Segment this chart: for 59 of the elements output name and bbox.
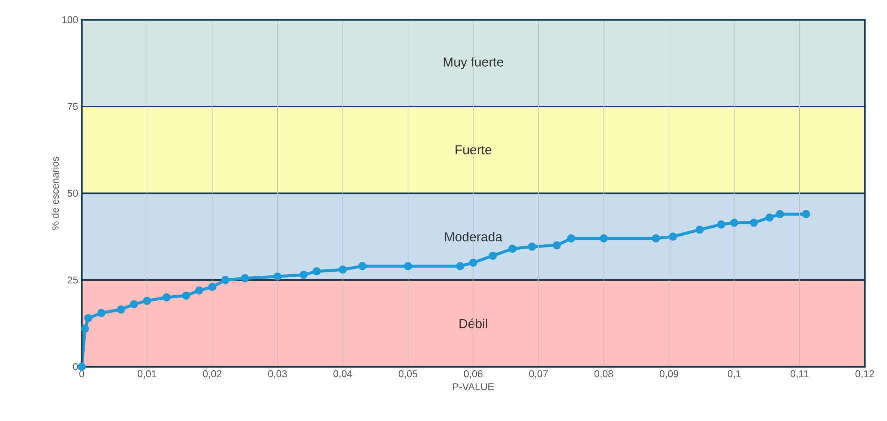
x-tick-label: 0,07 <box>529 370 548 379</box>
y-tick-label: 50 <box>68 190 78 198</box>
point <box>766 214 774 222</box>
point <box>776 210 784 218</box>
point <box>221 276 230 284</box>
point <box>358 262 367 270</box>
band-label: Fuerte <box>456 146 492 155</box>
x-tick-label: 0,06 <box>464 370 483 379</box>
point <box>117 306 126 314</box>
point <box>300 270 308 280</box>
point <box>508 244 517 254</box>
band-label: Débil <box>460 318 488 328</box>
x-tick-label: 0,05 <box>398 370 418 379</box>
x-tick-label: 0,09 <box>660 370 678 379</box>
point <box>84 314 93 323</box>
point <box>241 274 250 283</box>
point <box>717 220 726 229</box>
point <box>669 232 678 241</box>
x-tick-label: 0,03 <box>268 370 288 379</box>
y-axis-title: % de escenarios <box>52 157 60 230</box>
y-tick-label: 0 <box>73 363 78 371</box>
point <box>802 210 810 218</box>
x-tick-label: 0,11 <box>790 370 809 379</box>
x-tick-label: 0,04 <box>334 370 352 379</box>
point <box>338 266 348 274</box>
point <box>162 294 171 302</box>
point <box>456 262 465 270</box>
x-tick-label: 0,02 <box>203 370 222 379</box>
x-tick-label: 0,1 <box>728 370 741 379</box>
point <box>143 296 152 306</box>
point <box>600 234 608 243</box>
y-tick-label: 25 <box>68 276 78 284</box>
point <box>130 300 138 309</box>
point <box>488 252 498 260</box>
point <box>182 292 190 300</box>
point <box>528 242 536 252</box>
x-tick-label: 0 <box>80 370 84 378</box>
point <box>312 267 321 276</box>
x-tick-label: 0,12 <box>856 370 874 379</box>
point <box>750 218 758 228</box>
point <box>552 241 562 250</box>
point <box>97 309 106 318</box>
x-axis-title: P-VALUE <box>453 384 494 391</box>
y-tick-label: 75 <box>68 103 78 110</box>
point <box>208 283 217 292</box>
band-label: Muy fuerte <box>444 57 504 70</box>
point <box>696 226 704 234</box>
point <box>81 324 90 333</box>
x-tick-label: 0,01 <box>138 370 156 379</box>
point <box>730 218 739 228</box>
x-tick-label: 0,08 <box>594 370 614 379</box>
point <box>652 234 660 243</box>
point <box>469 258 478 267</box>
point <box>195 286 204 295</box>
band-label: Moderada <box>445 232 503 242</box>
point <box>567 234 576 243</box>
point <box>274 272 282 281</box>
point <box>404 262 412 270</box>
y-tick-label: 100 <box>62 16 78 24</box>
